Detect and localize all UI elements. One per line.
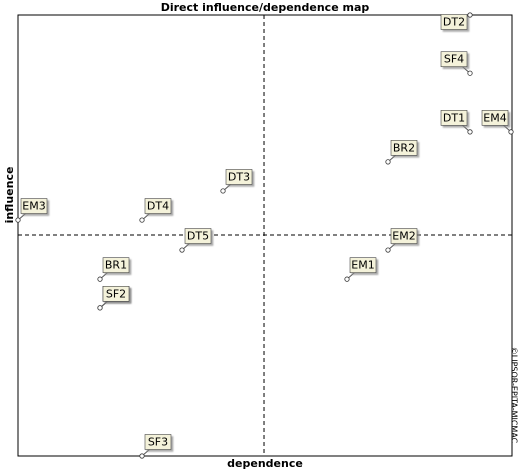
chart-title: Direct influence/dependence map [161,1,370,14]
label-box [440,51,468,68]
point [139,217,145,223]
point-label: DT1 [443,111,465,124]
label-box [225,169,253,185]
label-box [390,140,418,156]
point [15,217,21,223]
point-label: EM4 [483,111,506,124]
point [179,247,185,253]
point-label: SF3 [148,436,168,449]
label-box [144,434,172,450]
point [220,188,226,194]
point-label: BR1 [105,259,127,272]
point-label: EM3 [22,200,45,213]
point [467,129,473,135]
point-label: EM1 [351,259,374,272]
y-axis-label: influence [3,167,16,224]
point [467,70,473,76]
point [97,276,103,282]
point-label: DT3 [228,170,250,183]
label-box [20,198,48,214]
label-box [102,257,130,273]
point-label: DT5 [187,230,209,243]
label-box [184,228,212,244]
point-label: BR2 [393,141,415,154]
label-box [144,198,172,214]
label-box [481,110,509,126]
label-box [102,286,130,302]
point [385,159,391,165]
x-axis-label: dependence [227,457,303,470]
watermark: ©LIPSOR-EPITA-MICMAC [510,347,519,444]
point [467,12,473,18]
point-label: DT4 [147,200,169,213]
point-label: SF2 [106,287,126,300]
point-label: EM2 [392,230,415,243]
point [139,453,145,459]
point [385,247,391,253]
label-box [440,14,468,30]
label-box [349,257,377,273]
label-box [440,110,468,126]
point-label: SF4 [444,53,464,66]
point [344,276,350,282]
point-label: DT2 [443,16,465,29]
label-box [390,228,418,244]
point [97,305,103,311]
point [508,129,514,135]
